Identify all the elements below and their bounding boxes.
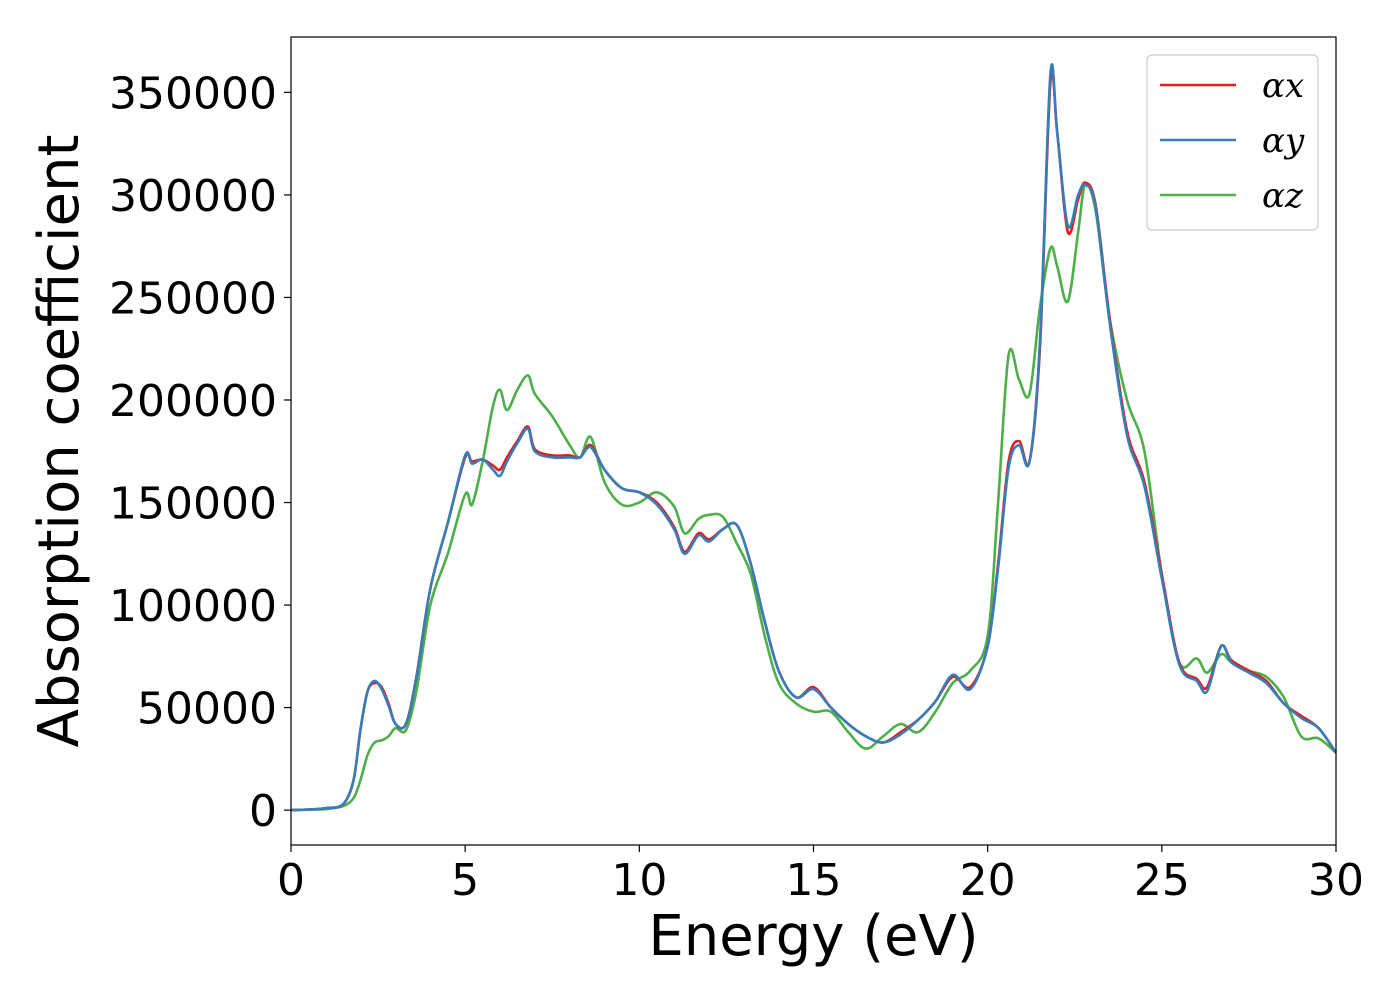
plot-frame <box>290 36 1337 846</box>
legend-label: αy <box>1262 121 1305 161</box>
x-tick-label: 30 <box>1308 855 1364 906</box>
x-tick-label: 15 <box>786 855 842 906</box>
series-layer <box>290 63 1338 812</box>
y-tick-label: 0 <box>249 786 277 837</box>
y-tick-label: 350000 <box>109 68 277 119</box>
x-tick-label: 20 <box>960 855 1016 906</box>
y-axis-title: Absorption coefficient <box>27 135 92 748</box>
y-tick-label: 50000 <box>137 684 277 735</box>
x-axis-title: Energy (eV) <box>648 904 978 969</box>
x-tick-label: 0 <box>277 855 305 906</box>
y-tick-label: 200000 <box>109 376 277 427</box>
y-tick-label: 100000 <box>109 581 277 632</box>
legend-label: αz <box>1262 176 1304 216</box>
legend: αx αy αz <box>1146 54 1319 231</box>
ticks-layer: 0 5 10 15 20 25 30 0 50000 100000 150000 200000 2500… <box>109 68 1364 906</box>
x-tick-label: 5 <box>451 855 479 906</box>
series-line-alpha-y <box>290 63 1338 812</box>
y-tick-label: 150000 <box>109 479 277 530</box>
x-tick-label: 25 <box>1134 855 1190 906</box>
series-line-alpha-z <box>290 182 1337 812</box>
y-tick-label: 300000 <box>109 171 277 222</box>
y-tick-label: 250000 <box>109 273 277 324</box>
legend-label: αx <box>1262 66 1304 106</box>
legend-box <box>1146 54 1319 231</box>
x-tick-label: 10 <box>611 855 667 906</box>
